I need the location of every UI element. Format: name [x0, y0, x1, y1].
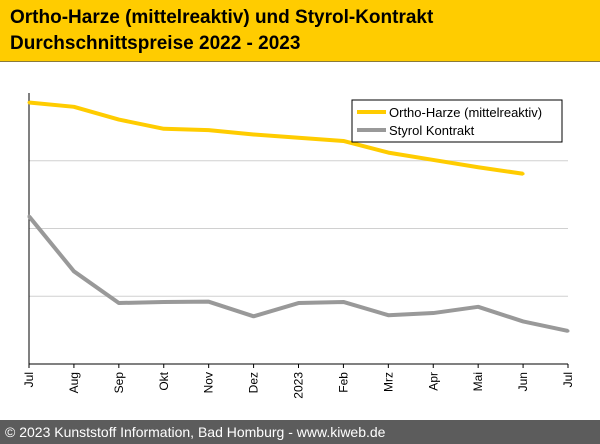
- chart-title: Ortho-Harze (mittelreaktiv) und Styrol-K…: [10, 7, 434, 28]
- x-tick-label-4: Okt: [157, 371, 171, 390]
- data-point-s1-1: [27, 100, 31, 104]
- data-point-s2-3: [117, 301, 121, 305]
- data-point-s1-4: [162, 127, 166, 131]
- data-point-s2-12: [521, 319, 525, 323]
- chart-header: Ortho-Harze (mittelreaktiv) und Styrol-K…: [0, 0, 600, 62]
- x-tick-label-6: Dez: [247, 372, 261, 393]
- data-point-s2-1: [27, 214, 31, 218]
- chart-subtitle: Durchschnittspreise 2022 - 2023: [10, 33, 301, 54]
- data-point-s2-2: [72, 269, 76, 273]
- line-chart: Jul Aug Sep Okt Nov Dez 2023 Feb Mrz Apr Mai Jun Jul…: [22, 93, 575, 399]
- data-point-s1-6: [252, 132, 256, 136]
- data-point-s2-7: [297, 301, 300, 305]
- data-point-s2-8: [341, 300, 345, 304]
- data-point-s1-8: [341, 139, 345, 143]
- x-tick-label-9: Mrz: [381, 372, 395, 392]
- legend-label-1: Ortho-Harze (mittelreaktiv): [389, 105, 542, 120]
- copyright-footer: © 2023 Kunststoff Information, Bad Hombu…: [0, 420, 600, 444]
- data-point-s2-13: [566, 329, 570, 333]
- legend-label-2: Styrol Kontrakt: [389, 123, 475, 138]
- x-tick-label-2: Aug: [67, 372, 81, 393]
- x-tick-label-10: Apr: [426, 372, 440, 391]
- x-tick-label-11: Mai: [471, 372, 485, 391]
- data-point-s2-4: [162, 300, 166, 304]
- data-point-s1-7: [297, 136, 300, 140]
- chart-area: Jul Aug Sep Okt Nov Dez 2023 Feb Mrz Apr Mai Jun Jul…: [0, 62, 600, 420]
- x-tick-label-3: Sep: [112, 372, 126, 394]
- x-tick-label-5: Nov: [202, 372, 216, 393]
- data-point-s1-11: [476, 165, 480, 169]
- data-point-s2-6: [252, 314, 256, 318]
- series-line-1: [28, 100, 524, 176]
- x-tick-label-12: Jun: [516, 372, 530, 391]
- x-tick-label-13: Jul: [561, 372, 575, 387]
- data-point-s2-10: [431, 311, 435, 315]
- data-point-s1-5: [207, 128, 211, 132]
- x-tick-label-8: Feb: [336, 372, 350, 393]
- data-point-s2-5: [207, 300, 211, 304]
- x-tick-label-7: 2023: [292, 372, 306, 399]
- data-point-s2-9: [386, 313, 390, 317]
- data-point-s1-12: [521, 172, 525, 176]
- data-point-s1-2: [72, 105, 76, 109]
- data-point-s1-3: [117, 118, 121, 122]
- legend-box: [351, 99, 563, 143]
- data-point-s2-11: [476, 305, 480, 309]
- data-point-s1-9: [386, 151, 390, 155]
- x-tick-label-1: Jul: [22, 372, 36, 387]
- data-point-s1-10: [431, 158, 435, 162]
